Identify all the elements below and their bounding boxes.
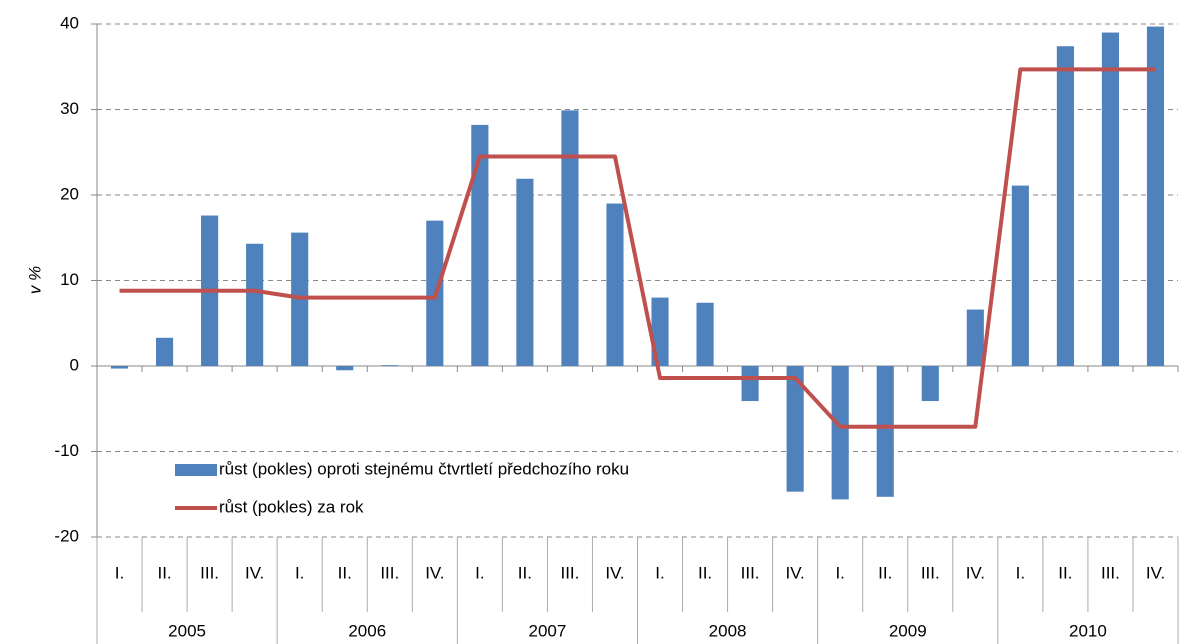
y-tick-label: 30 [60,99,79,118]
x-tick-label: IV. [245,563,264,582]
legend-label: růst (pokles) oproti stejnému čtvrtletí … [219,459,629,478]
group-label: 2006 [348,621,386,640]
bar [786,366,804,492]
x-tick-label: I. [475,563,484,582]
x-tick-label: IV. [966,563,985,582]
y-tick-label: 20 [60,184,79,203]
x-tick-label: III. [560,563,579,582]
x-tick-label: IV. [1146,563,1165,582]
group-label: 2005 [168,621,206,640]
bar [696,302,714,366]
bar [561,110,579,366]
bar [516,178,534,366]
group-label: 2009 [889,621,927,640]
group-label: 2010 [1069,621,1107,640]
x-tick-label: II. [157,563,171,582]
legend-swatch [175,464,217,476]
y-tick-label: 10 [60,270,79,289]
x-tick-label: II. [338,563,352,582]
x-tick-label: II. [1058,563,1072,582]
bar [966,309,984,366]
bar [1101,32,1119,367]
x-tick-label: III. [380,563,399,582]
x-tick-label: IV. [786,563,805,582]
x-tick-label: III. [1101,563,1120,582]
bar [741,366,759,402]
bar [381,365,399,366]
x-tick-label: IV. [605,563,624,582]
bar [606,203,624,366]
bar [246,243,264,366]
bar [1056,46,1074,366]
x-tick-label: III. [200,563,219,582]
x-tick-label: II. [878,563,892,582]
x-tick-label: I. [295,563,304,582]
x-tick-label: IV. [425,563,444,582]
bar [110,366,129,369]
x-tick-label: III. [741,563,760,582]
x-tick-label: III. [921,563,940,582]
group-label: 2007 [529,621,567,640]
y-tick-label: 40 [60,13,79,32]
y-axis-label: v % [25,266,44,294]
bar [156,337,174,366]
x-tick-label: I. [655,563,664,582]
x-tick-label: I. [1016,563,1025,582]
group-label: 2008 [709,621,747,640]
y-tick-label: 0 [70,355,79,374]
y-tick-label: -10 [54,441,79,460]
bar [1011,185,1029,366]
x-tick-label: II. [518,563,532,582]
bar [921,366,939,402]
bar [831,366,849,500]
x-tick-label: I. [835,563,844,582]
bar [1146,26,1165,366]
y-tick-label: -20 [54,526,79,545]
bar [471,124,489,366]
x-tick-label: I. [115,563,124,582]
x-tick-label: II. [698,563,712,582]
line [119,67,1156,429]
bar [876,366,894,497]
bar [336,366,354,371]
legend-label: růst (pokles) za rok [219,497,364,516]
